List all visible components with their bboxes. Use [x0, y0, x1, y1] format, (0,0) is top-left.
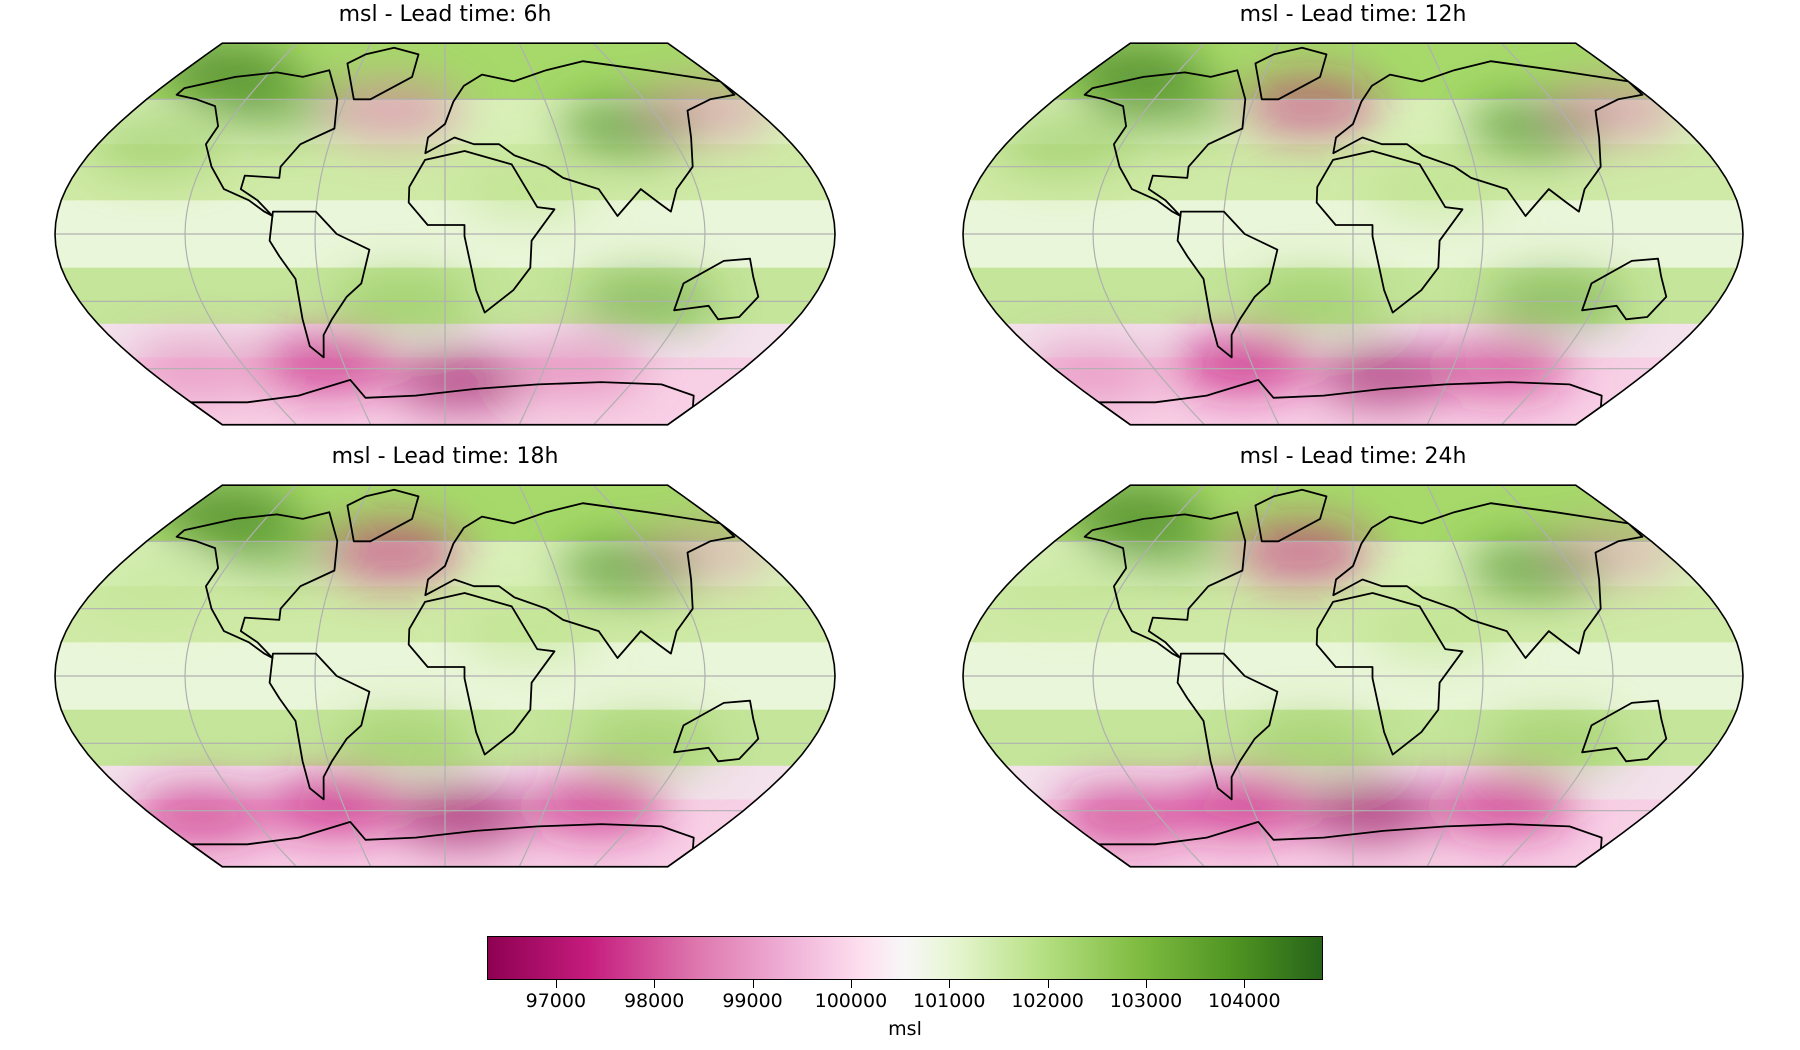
pressure-field	[55, 485, 835, 867]
coastline-australia	[1581, 699, 1668, 763]
coastline-south-america	[1176, 210, 1279, 359]
panel-title: msl - Lead time: 6h	[338, 2, 552, 27]
colorbar-tick-label: 99000	[722, 990, 783, 1012]
pressure-field	[55, 43, 835, 425]
colorbar-tick-label: 97000	[525, 990, 587, 1012]
map-border	[962, 42, 1744, 426]
coastline-australia	[673, 257, 760, 321]
coastline-africa	[1315, 150, 1464, 314]
panel-title: msl - Lead time: 24h	[1239, 444, 1467, 469]
pressure-field	[963, 485, 1743, 867]
colorbar-label: msl	[888, 1018, 922, 1040]
coastline-greenland	[1254, 46, 1328, 101]
coastline-eurasia	[1332, 60, 1644, 217]
colorbar-tick	[1145, 980, 1147, 988]
map-panel-24h: msl - Lead time: 24h	[958, 442, 1748, 872]
map-border	[54, 484, 836, 868]
map-panel-6h: msl - Lead time: 6h	[50, 0, 840, 430]
graticule	[55, 43, 835, 425]
map-border	[962, 484, 1744, 868]
colorbar-tick-label: 103000	[1109, 990, 1183, 1012]
world-map	[962, 42, 1744, 426]
coastline-africa	[407, 150, 556, 314]
map-panel-18h: msl - Lead time: 18h	[50, 442, 840, 872]
coastline-greenland	[346, 46, 420, 101]
coastline-africa	[407, 592, 556, 756]
colorbar-tick-label: 102000	[1011, 990, 1084, 1012]
world-map	[54, 484, 836, 868]
coastline-greenland	[1254, 488, 1328, 543]
world-map	[962, 484, 1744, 868]
colorbar-tick	[1047, 980, 1049, 988]
colorbar-tick-label: 101000	[912, 990, 986, 1012]
colorbar-tick	[949, 980, 951, 988]
coastline-africa	[1315, 592, 1464, 756]
coastline-north-america	[175, 69, 339, 217]
colorbar-tick	[1244, 980, 1246, 988]
colorbar-tick-label: 100000	[814, 990, 888, 1012]
coastline-south-america	[268, 210, 371, 359]
coastline-eurasia	[424, 60, 736, 217]
panel-title: msl - Lead time: 18h	[331, 444, 559, 469]
world-map	[54, 42, 836, 426]
coastline-south-america	[268, 652, 371, 801]
colorbar	[487, 936, 1323, 980]
coastline-north-america	[1083, 511, 1247, 659]
coastline-australia	[673, 699, 760, 763]
colorbar-tick-label: 98000	[623, 990, 685, 1012]
graticule	[963, 485, 1743, 867]
panel-title: msl - Lead time: 12h	[1239, 2, 1467, 27]
coastline-south-america	[1176, 652, 1279, 801]
colorbar-tick-label: 104000	[1208, 990, 1281, 1012]
colorbar-tick	[752, 980, 754, 988]
coastline-eurasia	[424, 502, 736, 659]
coastline-australia	[1581, 257, 1668, 321]
colorbar-tick	[850, 980, 852, 988]
pressure-field	[963, 43, 1743, 425]
graticule	[55, 485, 835, 867]
colorbar-tick	[654, 980, 656, 988]
map-panel-12h: msl - Lead time: 12h	[958, 0, 1748, 430]
map-border	[54, 42, 836, 426]
coastline-north-america	[1083, 69, 1247, 217]
coastline-greenland	[346, 488, 420, 543]
graticule	[963, 43, 1743, 425]
colorbar-tick	[555, 980, 557, 988]
coastline-eurasia	[1332, 502, 1644, 659]
coastline-north-america	[175, 511, 339, 659]
